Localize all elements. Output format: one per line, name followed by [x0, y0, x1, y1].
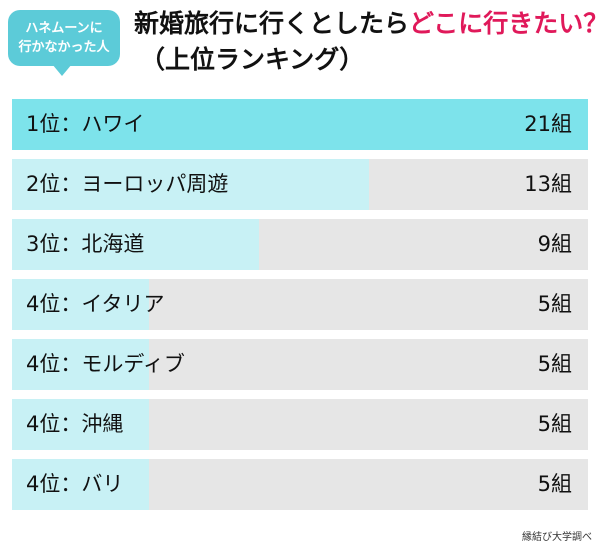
- bar-value-label: 5組: [537, 412, 572, 436]
- bar-row: 4位：バリ 5組: [12, 459, 588, 510]
- bar-row: 4位：沖縄 5組: [12, 399, 588, 450]
- bar-value-label: 21組: [524, 112, 572, 136]
- bar-fill: [12, 219, 259, 270]
- title-accent: どこに行きたい？: [409, 9, 600, 38]
- ranking-bar-chart: 1位：ハワイ 21組 2位：ヨーロッパ周遊 13組 3位：北海道 9組 4位：イタリア 5組 4…: [12, 99, 588, 519]
- source-note: 縁結び大学調べ: [522, 532, 592, 543]
- bar-row: 4位：イタリア 5組: [12, 279, 588, 330]
- bar-label: 1位：ハワイ: [26, 112, 145, 136]
- bar-fill: [12, 99, 588, 150]
- bar-value-label: 13組: [524, 172, 572, 196]
- bar-label: 4位：モルディブ: [26, 352, 185, 376]
- bar-row: 1位：ハワイ 21組: [12, 99, 588, 150]
- chart-subtitle: （上位ランキング）: [140, 45, 365, 74]
- bar-fill: [12, 279, 150, 330]
- badge-line-2: 行かなかった人: [18, 40, 110, 55]
- bar-row: 2位：ヨーロッパ周遊 13組: [12, 159, 588, 210]
- bar-value-label: 9組: [537, 232, 572, 256]
- category-badge: ハネムーンに 行かなかった人: [8, 10, 120, 66]
- bar-value-label: 5組: [537, 292, 572, 316]
- bar-label: 4位：バリ: [26, 472, 124, 496]
- title-main: 新婚旅行に行くとしたら: [134, 9, 410, 38]
- bar-label: 3位：北海道: [26, 232, 145, 256]
- badge-line-1: ハネムーンに: [25, 21, 103, 36]
- bar-label: 4位：イタリア: [26, 292, 165, 316]
- bar-fill: [12, 459, 150, 510]
- bar-fill: [12, 399, 150, 450]
- badge-tail: [52, 64, 72, 76]
- bar-row: 3位：北海道 9組: [12, 219, 588, 270]
- bar-fill: [12, 159, 369, 210]
- bar-label: 2位：ヨーロッパ周遊: [26, 172, 229, 196]
- bar-row: 4位：モルディブ 5組: [12, 339, 588, 390]
- bar-value-label: 5組: [537, 352, 572, 376]
- chart-title: 新婚旅行に行くとしたらどこに行きたい？: [134, 6, 600, 42]
- bar-fill: [12, 339, 150, 390]
- bar-value-label: 5組: [537, 472, 572, 496]
- bar-label: 4位：沖縄: [26, 412, 124, 436]
